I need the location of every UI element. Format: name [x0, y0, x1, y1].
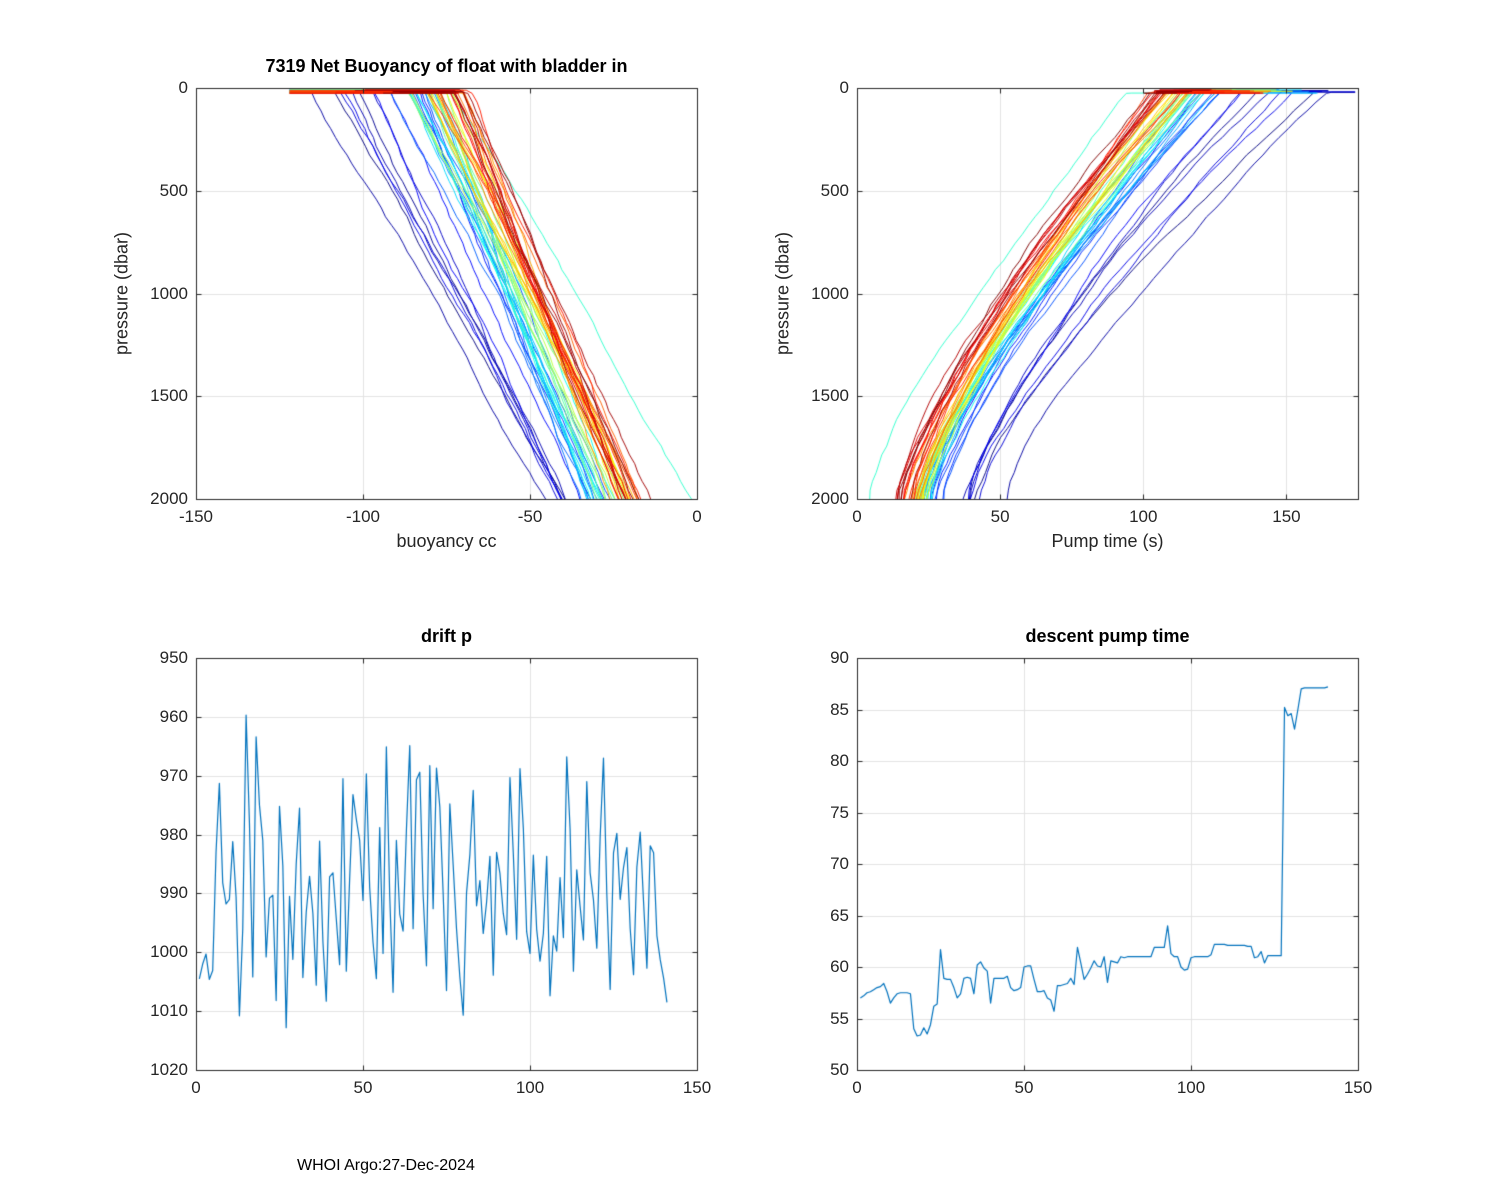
x-axis-label-pump-time: Pump time (s) [1051, 531, 1164, 551]
x-tick-label: 100 [1129, 507, 1158, 526]
y-tick-label: 1010 [150, 1001, 188, 1021]
y-tick-label: 500 [159, 180, 188, 200]
y-tick-label: 1000 [150, 942, 188, 962]
plot-title-net-buoyancy: 7319 Net Buoyancy of float with bladder … [265, 56, 628, 76]
x-tick-label: 150 [1272, 507, 1301, 526]
y-tick-label: 990 [159, 883, 188, 903]
x-tick-label: -100 [345, 507, 381, 526]
x-tick-label: 0 [852, 507, 862, 526]
y-tick-label: 75 [830, 802, 849, 822]
y-tick-label: 2000 [150, 489, 188, 508]
y-tick-label: 50 [830, 1060, 849, 1079]
x-tick-label: 150 [1343, 1078, 1373, 1097]
x-tick-label: 0 [191, 1078, 201, 1097]
plot-title-drift-p: drift p [421, 626, 472, 646]
x-tick-label: 50 [990, 507, 1010, 526]
x-tick-label: 50 [1014, 1078, 1034, 1097]
y-tick-label: 1020 [150, 1060, 188, 1079]
footer-datestamp: WHOI Argo:27-Dec-2024 [297, 1157, 475, 1174]
y-tick-label: 1000 [811, 283, 849, 303]
x-tick-label: -50 [517, 507, 543, 526]
y-tick-label: 2000 [811, 489, 849, 508]
y-tick-label: 65 [830, 905, 849, 925]
y-tick-label: 1500 [811, 386, 849, 406]
y-tick-label: 970 [159, 765, 188, 785]
y-tick-label: 0 [839, 78, 849, 97]
y-tick-label: 960 [159, 706, 188, 726]
y-tick-label: 1500 [150, 386, 188, 406]
y-tick-label: 80 [830, 751, 849, 770]
y-tick-label: 500 [820, 180, 849, 200]
x-tick-label: 150 [682, 1078, 712, 1097]
x-tick-label: 0 [692, 507, 702, 526]
y-tick-label: 85 [830, 699, 849, 719]
x-tick-label: 50 [353, 1078, 373, 1097]
y-tick-label: 90 [830, 648, 849, 667]
x-tick-label: -150 [178, 507, 214, 526]
y-tick-label: 980 [159, 824, 188, 844]
y-tick-label: 60 [830, 957, 849, 976]
x-tick-label: 0 [852, 1078, 862, 1097]
y-tick-label: 950 [159, 648, 188, 667]
y-tick-label: 0 [178, 78, 188, 97]
x-axis-label-buoyancy: buoyancy cc [396, 531, 497, 551]
y-tick-label: 70 [830, 854, 849, 873]
x-tick-label: 100 [515, 1078, 545, 1097]
y-tick-label: 1000 [150, 283, 188, 303]
plot-title-descent-pump-time: descent pump time [1025, 626, 1190, 646]
x-tick-label: 100 [1176, 1078, 1206, 1097]
y-tick-label: 55 [830, 1008, 849, 1028]
